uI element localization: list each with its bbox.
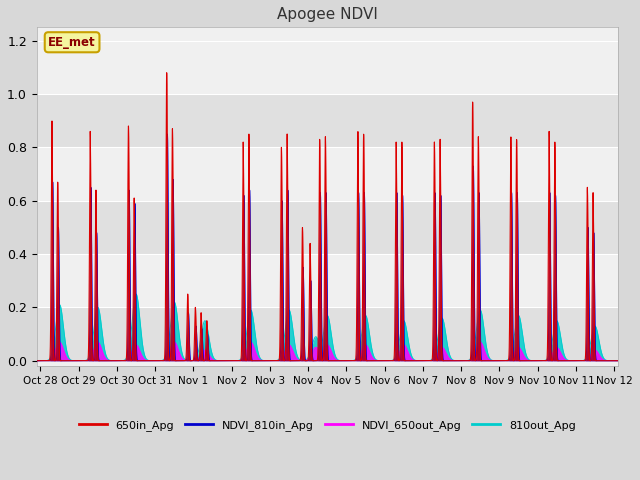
Bar bbox=[36, 254, 618, 307]
Bar bbox=[36, 147, 618, 201]
Bar bbox=[36, 307, 618, 361]
Text: EE_met: EE_met bbox=[48, 36, 96, 49]
Bar bbox=[36, 94, 618, 147]
Title: Apogee NDVI: Apogee NDVI bbox=[277, 7, 378, 22]
Legend: 650in_Apg, NDVI_810in_Apg, NDVI_650out_Apg, 810out_Apg: 650in_Apg, NDVI_810in_Apg, NDVI_650out_A… bbox=[74, 416, 580, 435]
Bar bbox=[36, 41, 618, 94]
Bar bbox=[36, 201, 618, 254]
